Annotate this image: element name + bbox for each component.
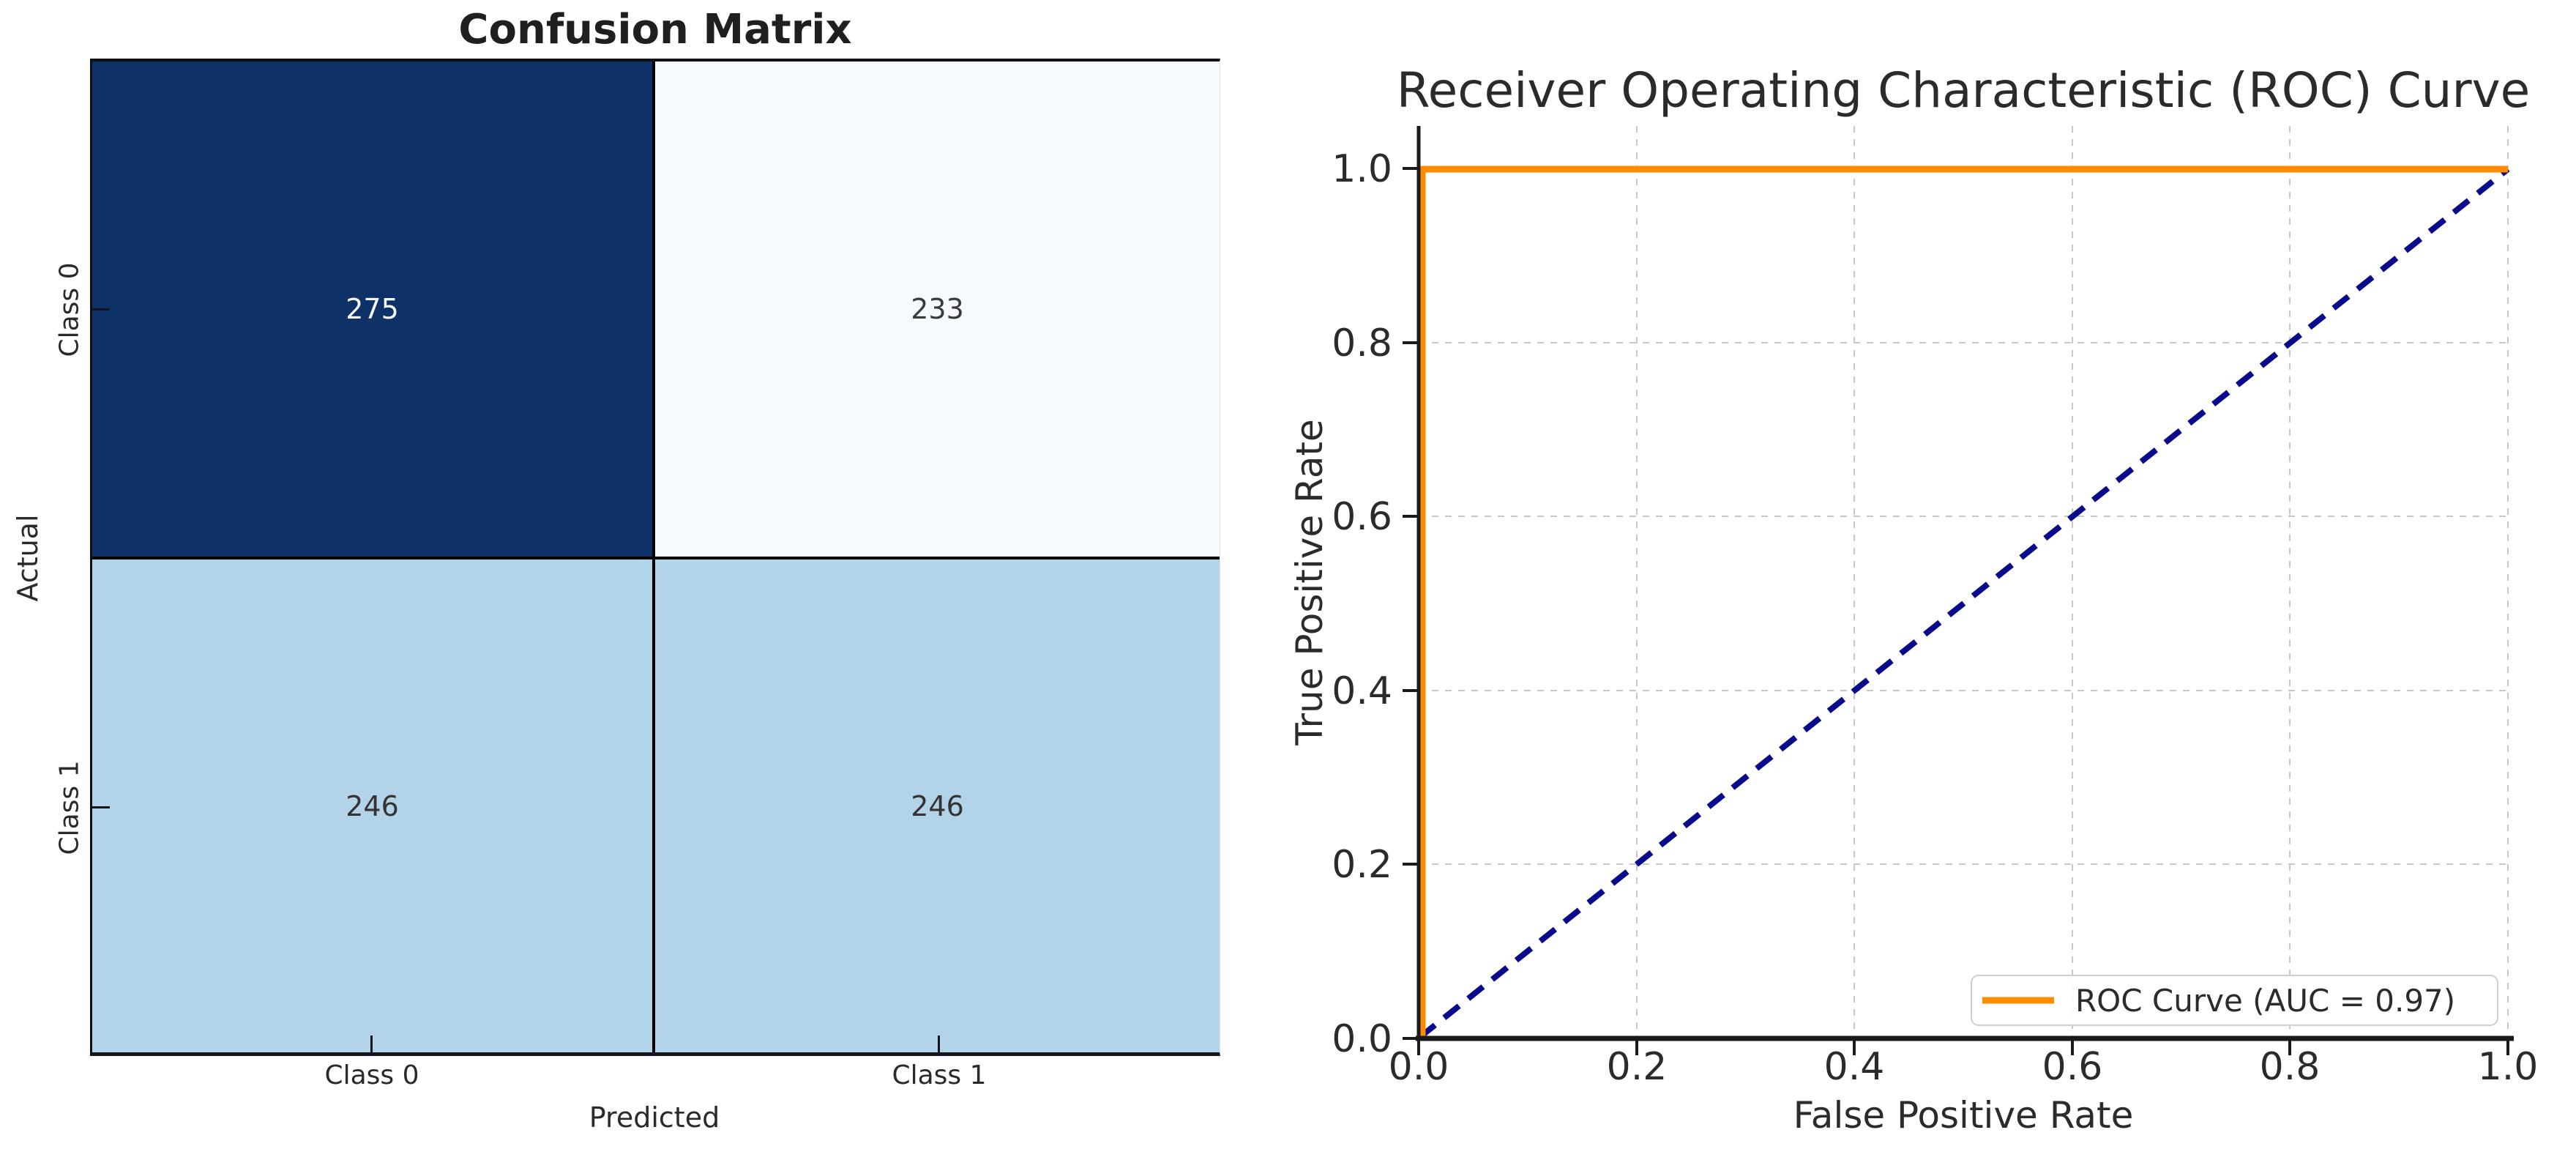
roc-ytick-0.8: 0.8 bbox=[1332, 321, 1392, 365]
roc-ylabel: True Positive Rate bbox=[1288, 419, 1331, 745]
roc-title: Receiver Operating Characteristic (ROC) … bbox=[1397, 62, 2531, 119]
cm-xtick-class1: Class 1 bbox=[892, 1060, 987, 1090]
roc-xlabel: False Positive Rate bbox=[1793, 1094, 2134, 1137]
confusion-matrix-heatmap: 275 233 246 246 bbox=[90, 59, 1220, 1056]
roc-diagonal-reference-line bbox=[1418, 166, 2510, 1040]
cm-cell-actual1-pred0: 246 bbox=[92, 559, 652, 1052]
roc-xtick-0.0: 0.0 bbox=[1389, 1045, 1449, 1089]
roc-xtick-0.6: 0.6 bbox=[2042, 1045, 2103, 1089]
roc-subplot: Receiver Operating Characteristic (ROC) … bbox=[1288, 62, 2539, 1137]
cm-cell-actual0-pred0: 275 bbox=[92, 62, 652, 557]
cm-ylabel-actual: Actual bbox=[12, 514, 44, 602]
roc-xtick-0.8: 0.8 bbox=[2260, 1045, 2321, 1089]
confusion-matrix-title: Confusion Matrix bbox=[458, 6, 852, 53]
cm-cell-actual0-pred1: 233 bbox=[655, 62, 1220, 557]
cm-left-tick-class1 bbox=[92, 806, 110, 808]
cm-bottom-tick-class0 bbox=[370, 1035, 373, 1053]
roc-xtick-0.2: 0.2 bbox=[1607, 1045, 1668, 1089]
roc-tick-marks bbox=[1403, 167, 2509, 1055]
roc-xtick-labels: 0.0 0.2 0.4 0.6 0.8 1.0 bbox=[1389, 1045, 2539, 1089]
roc-ytick-labels: 1.0 0.8 0.6 0.4 0.2 0.0 bbox=[1332, 147, 1392, 1061]
cm-xlabel-predicted: Predicted bbox=[589, 1101, 720, 1134]
roc-ytick-0.6: 0.6 bbox=[1332, 495, 1392, 539]
roc-xtick-0.4: 0.4 bbox=[1824, 1045, 1885, 1089]
cm-cell-actual1-pred1: 246 bbox=[655, 559, 1220, 1052]
roc-legend-box bbox=[1971, 975, 2498, 1026]
roc-legend: ROC Curve (AUC = 0.97) bbox=[1971, 975, 2498, 1026]
cm-bottom-tick-class1 bbox=[938, 1035, 940, 1053]
roc-xtick-1.0: 1.0 bbox=[2478, 1045, 2539, 1089]
roc-ytick-0.0: 0.0 bbox=[1332, 1017, 1392, 1061]
cm-ytick-class0: Class 0 bbox=[54, 262, 85, 357]
roc-ytick-0.2: 0.2 bbox=[1332, 843, 1392, 887]
roc-ytick-0.4: 0.4 bbox=[1332, 669, 1392, 713]
cm-xtick-class0: Class 0 bbox=[324, 1060, 419, 1090]
cm-ytick-class1: Class 1 bbox=[54, 760, 85, 855]
cm-left-tick-class0 bbox=[92, 308, 110, 311]
roc-gridlines bbox=[1419, 126, 2509, 1038]
roc-legend-label: ROC Curve (AUC = 0.97) bbox=[2075, 983, 2455, 1019]
roc-curve-line bbox=[1419, 166, 2508, 1037]
roc-ytick-1.0: 1.0 bbox=[1332, 147, 1392, 191]
